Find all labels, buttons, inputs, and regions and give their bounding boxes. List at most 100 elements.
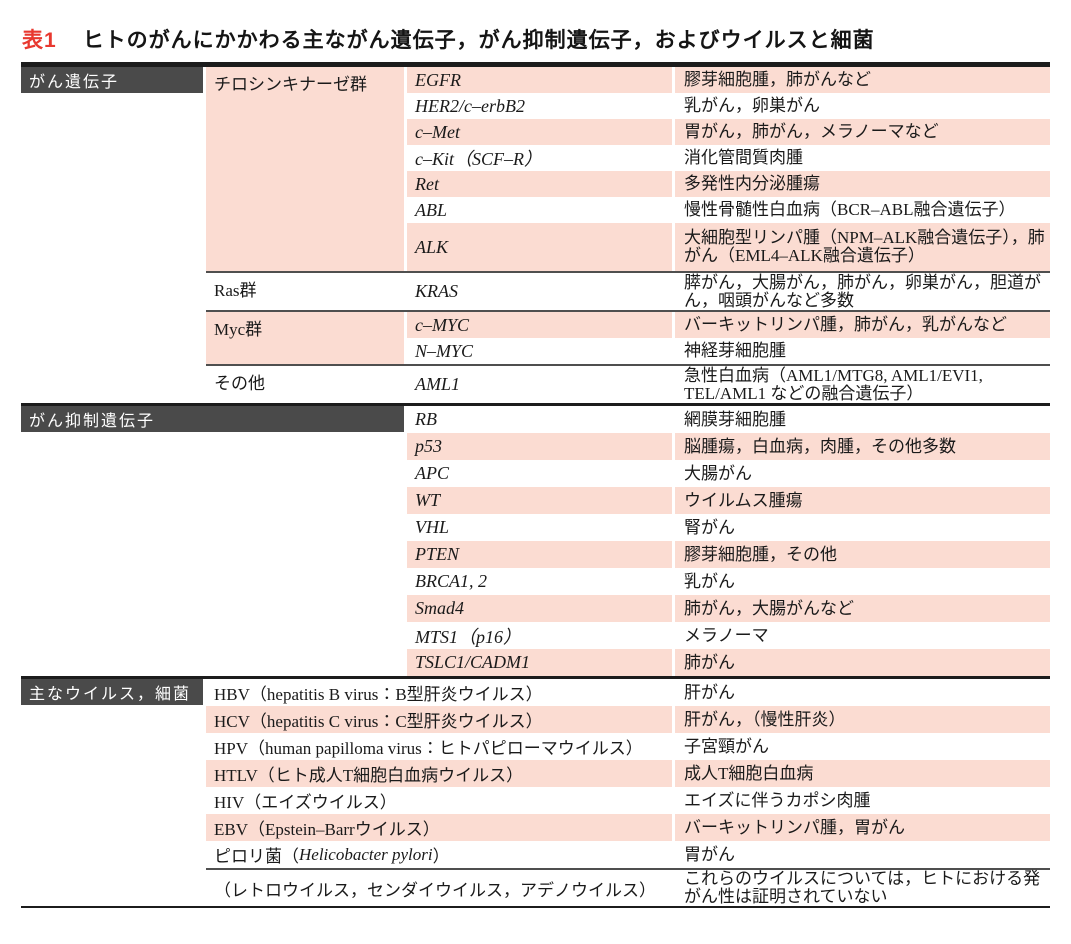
disease-cell: 肝がん，（慢性肝炎） [675,706,1050,733]
disease-cell: 網膜芽細胞腫 [684,409,786,429]
disease-cell: 脳腫瘍，白血病，肉腫，その他多数 [675,433,1050,460]
group-other: その他 AML1 急性白血病（AML1/MTG8, AML1/EVI1, TEL… [206,364,1050,403]
disease-cell: バーキットリンパ腫，胃がん [675,814,1050,841]
disease-cell: 肝がん [684,682,735,702]
table-row: HTLV（ヒト成人T細胞白血病ウイルス） 成人T細胞白血病 [206,760,1050,787]
table-row: BRCA1, 2 乳がん [407,568,1050,595]
virus-name-cell: HPV（human papilloma virus：ヒトパピローマウイルス） [214,739,643,758]
table-row: APC 大腸がん [407,460,1050,487]
disease-cell: 肺がん，大腸がんなど [675,595,1050,622]
disease-cell: バーキットリンパ腫，肺がん，乳がんなど [675,312,1050,338]
disease-cell: 子宮頸がん [684,736,769,756]
group-myc: Myc群 c–MYC バーキットリンパ腫，肺がん，乳がんなど N–MYC 神経芽… [206,310,1050,364]
table-row: HCV（hepatitis C virus：C型肝炎ウイルス） 肝がん，（慢性肝… [206,706,1050,733]
disease-cell: 乳がん [684,571,735,591]
section-suppressors: がん抑制遺伝子 RB 網膜芽細胞腫 p53 脳腫瘍，白血病，肉腫，その他多数 A… [21,403,1050,676]
gene-cell: TSLC1/CADM1 [407,649,672,676]
table-row: HPV（human papilloma virus：ヒトパピローマウイルス） 子… [206,733,1050,760]
group-label: Myc群 [206,312,404,364]
table-row: AML1 急性白血病（AML1/MTG8, AML1/EVI1, TEL/AML… [407,366,1050,403]
virus-name-cell: HCV（hepatitis C virus：C型肝炎ウイルス） [206,706,672,733]
table-row: ABL 慢性骨髄性白血病（BCR–ABL融合遺伝子） [407,197,1050,223]
table-row: N–MYC 神経芽細胞腫 [407,338,1050,364]
gene-cell: ABL [415,199,448,220]
table-row: RB 網膜芽細胞腫 [407,406,1050,433]
disease-cell: 急性白血病（AML1/MTG8, AML1/EVI1, TEL/AML1 などの… [684,365,983,403]
virus-name-text: ピロリ菌（ [214,847,299,866]
section-header-viruses: 主なウイルス，細菌 [21,679,203,705]
table-row: p53 脳腫瘍，白血病，肉腫，その他多数 [407,433,1050,460]
disease-cell: 成人T細胞白血病 [675,760,1050,787]
disease-cell: 膵がん，大腸がん，肺がん，卵巣がん，胆道がん，咽頭がんなど多数 [684,272,1041,310]
group-label: Ras群 [214,281,257,300]
disease-cell: 神経芽細胞腫 [684,341,786,360]
group-label: その他 [214,374,265,393]
table-row: c–Kit（SCF–R） 消化管間質肉腫 [407,145,1050,171]
section-header-oncogenes: がん遺伝子 [21,67,203,93]
table-row: （レトロウイルス，センダイウイルス，アデノウイルス） これらのウイルスについては… [206,868,1050,906]
gene-cell: AML1 [415,374,460,394]
virus-name-cell: EBV（Epstein–Barrウイルス） [206,814,672,841]
disease-cell: ウイルムス腫瘍 [675,487,1050,514]
group-tyrosine-kinase: チロシンキナーゼ群 EGFR 膠芽細胞腫，肺がんなど HER2/c–erbB2 … [206,67,1050,271]
disease-cell: 胃がん [684,844,735,864]
gene-cell: APC [415,463,449,483]
virus-name-cell: HIV（エイズウイルス） [214,793,397,812]
table-row: HIV（エイズウイルス） エイズに伴うカポシ肉腫 [206,787,1050,814]
section-header-suppressors: がん抑制遺伝子 [21,406,404,432]
gene-cell: c–Met [407,119,672,145]
table-row: KRAS 膵がん，大腸がん，肺がん，卵巣がん，胆道がん，咽頭がんなど多数 [407,273,1050,310]
section-label-column: がん抑制遺伝子 [21,406,404,676]
section-label-column: がん遺伝子 [21,67,203,403]
disease-cell: 胃がん，肺がん，メラノーマなど [675,119,1050,145]
gene-cell: N–MYC [415,340,474,361]
table-row: PTEN 膠芽細胞腫，その他 [407,541,1050,568]
table-row: WT ウイルムス腫瘍 [407,487,1050,514]
gene-cell: Smad4 [407,595,672,622]
virus-name-text: ） [432,847,450,866]
disease-cell: 慢性骨髄性白血病（BCR–ABL融合遺伝子） [684,200,1016,219]
disease-cell: 消化管間質肉腫 [684,148,803,167]
disease-cell: 膠芽細胞腫，その他 [675,541,1050,568]
section-oncogenes: がん遺伝子 チロシンキナーゼ群 EGFR 膠芽細胞腫，肺がんなど HER2/c–… [21,67,1050,403]
table-row: MTS1（p16） メラノーマ [407,622,1050,649]
group-ras: Ras群 KRAS 膵がん，大腸がん，肺がん，卵巣がん，胆道がん，咽頭がんなど多… [206,271,1050,310]
table-row: c–Met 胃がん，肺がん，メラノーマなど [407,119,1050,145]
gene-cell: RB [415,409,437,429]
table-row: ALK 大細胞型リンパ腫（NPM–ALK融合遺伝子），肺がん（EML4–ALK融… [407,223,1050,271]
virus-name-cell: ピロリ菌（ Helicobacter pylori） [206,841,672,868]
gene-cell: HER2/c–erbB2 [415,95,525,116]
table-row: ピロリ菌（ Helicobacter pylori） 胃がん [206,841,1050,868]
group-label: チロシンキナーゼ群 [206,67,404,271]
virus-name-cell: HTLV（ヒト成人T細胞白血病ウイルス） [206,760,672,787]
virus-name-cell: HBV（hepatitis B virus：B型肝炎ウイルス） [214,685,543,704]
section-viruses: 主なウイルス，細菌 HBV（hepatitis B virus：B型肝炎ウイルス… [21,676,1050,906]
table-row: EGFR 膠芽細胞腫，肺がんなど [407,67,1050,93]
table-caption: 表1 ヒトのがんにかかわる主ながん遺伝子，がん抑制遺伝子，およびウイルスと細菌 [22,24,875,54]
table-number-label: 表1 [22,29,57,52]
table-row: HBV（hepatitis B virus：B型肝炎ウイルス） 肝がん [206,679,1050,706]
cancer-gene-table: がん遺伝子 チロシンキナーゼ群 EGFR 膠芽細胞腫，肺がんなど HER2/c–… [21,62,1050,908]
disease-cell: 膠芽細胞腫，肺がんなど [675,67,1050,93]
gene-cell: BRCA1, 2 [415,571,487,591]
virus-latin-name: Helicobacter pylori [299,844,433,864]
gene-cell: ALK [407,223,672,271]
table-row: EBV（Epstein–Barrウイルス） バーキットリンパ腫，胃がん [206,814,1050,841]
disease-cell: 大腸がん [684,463,752,483]
disease-cell: メラノーマ [684,625,769,645]
disease-cell: 大細胞型リンパ腫（NPM–ALK融合遺伝子），肺がん（EML4–ALK融合遺伝子… [675,223,1050,271]
gene-cell: p53 [407,433,672,460]
disease-cell: 乳がん，卵巣がん [684,96,820,115]
gene-cell: c–MYC [407,312,672,338]
oncogenes-body: チロシンキナーゼ群 EGFR 膠芽細胞腫，肺がんなど HER2/c–erbB2 … [206,67,1050,403]
gene-cell: KRAS [415,281,458,301]
table-row: Ret 多発性内分泌腫瘍 [407,171,1050,197]
table-row: c–MYC バーキットリンパ腫，肺がん，乳がんなど [407,312,1050,338]
gene-cell: EGFR [407,67,672,93]
table-row: HER2/c–erbB2 乳がん，卵巣がん [407,93,1050,119]
gene-cell: Ret [407,171,672,197]
virus-name-cell: （レトロウイルス，センダイウイルス，アデノウイルス） [214,880,656,900]
gene-cell: c–Kit（SCF–R） [415,149,542,169]
page-title: ヒトのがんにかかわる主ながん遺伝子，がん抑制遺伝子，およびウイルスと細菌 [82,29,875,52]
gene-cell: VHL [415,517,450,537]
